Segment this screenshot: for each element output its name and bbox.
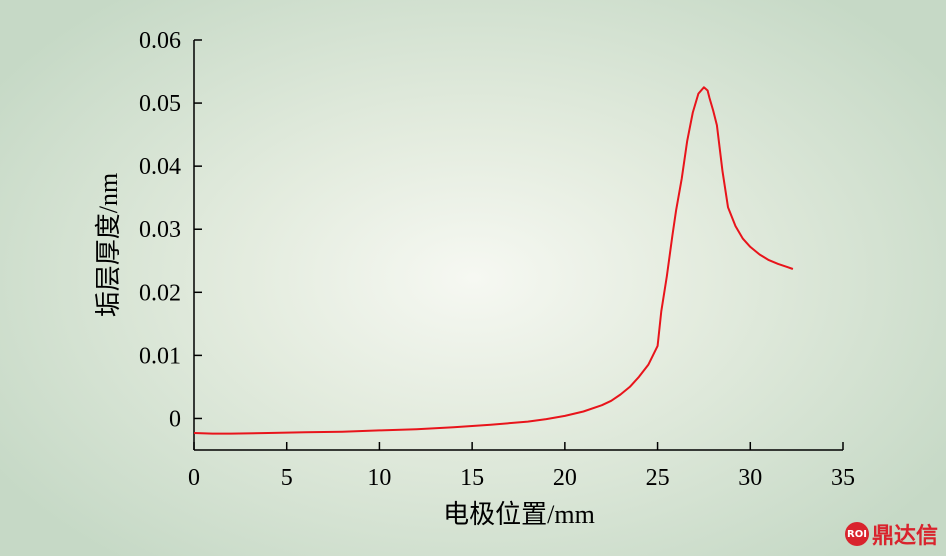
y-tick-label: 0.01 bbox=[139, 343, 181, 369]
x-axis-title: 电极位置/mm bbox=[443, 500, 595, 529]
y-axis-title: 垢层厚度/nm bbox=[94, 173, 123, 317]
axes bbox=[193, 40, 843, 451]
series-line bbox=[193, 86, 794, 435]
x-ticks: 0 5 10 15 20 25 30 35 bbox=[188, 442, 855, 491]
x-tick-label: 0 bbox=[188, 465, 200, 491]
y-tick-label: 0.06 bbox=[139, 28, 181, 54]
watermark-text: 鼎达信 bbox=[871, 524, 938, 549]
x-tick-label: 20 bbox=[553, 465, 577, 491]
y-tick-label: 0.04 bbox=[139, 154, 181, 180]
watermark-logo-icon: ROI bbox=[844, 522, 869, 546]
x-tick-label: 35 bbox=[831, 465, 855, 491]
x-tick-label: 30 bbox=[738, 465, 762, 491]
watermark: ROI 鼎达信 bbox=[844, 518, 938, 550]
y-ticks: 0 0.01 0.02 0.03 0.04 0.05 0.06 bbox=[139, 28, 202, 432]
x-tick-label: 15 bbox=[460, 465, 484, 491]
x-tick-label: 25 bbox=[646, 465, 670, 491]
y-tick-label: 0 bbox=[169, 406, 181, 432]
x-tick-label: 10 bbox=[367, 465, 391, 491]
y-tick-label: 0.03 bbox=[139, 217, 181, 243]
x-tick-label: 5 bbox=[281, 465, 293, 491]
series-group bbox=[193, 86, 794, 435]
y-tick-label: 0.02 bbox=[139, 280, 181, 306]
y-tick-label: 0.05 bbox=[139, 91, 181, 117]
